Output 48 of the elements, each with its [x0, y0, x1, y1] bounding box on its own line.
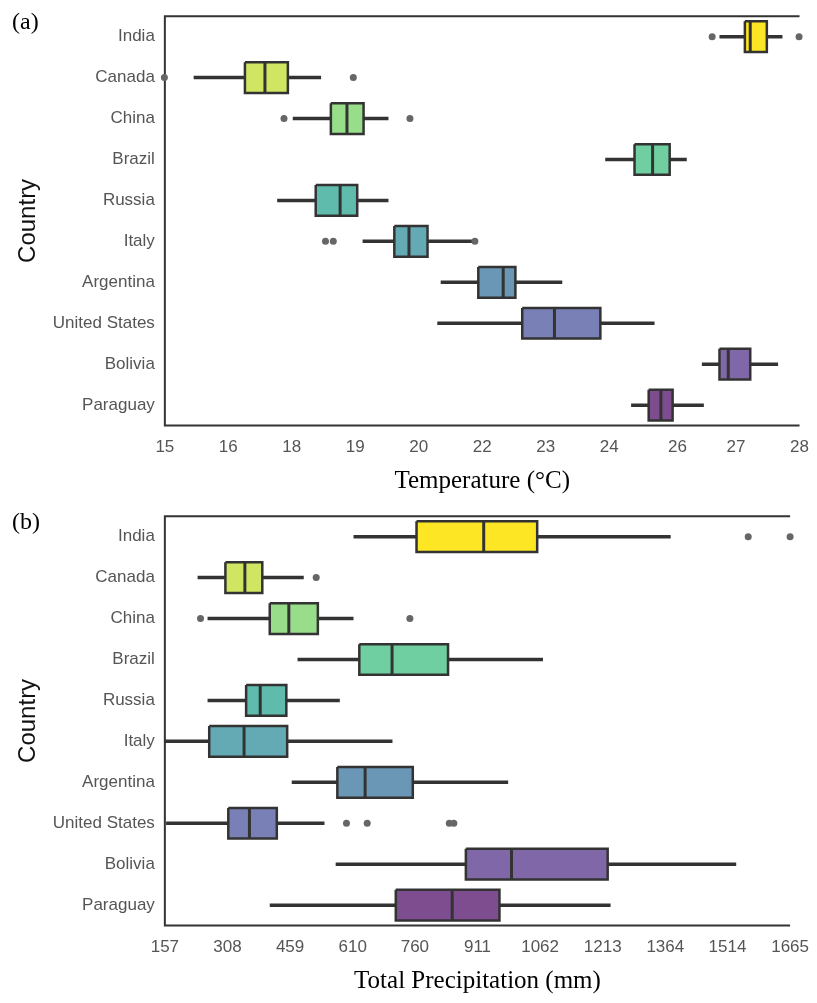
x-tick-label: 1514: [708, 937, 747, 957]
x-tick-label: 459: [275, 937, 305, 957]
x-tick-label: 28: [790, 437, 810, 457]
x-tick-label: 23: [536, 437, 556, 457]
x-tick-label: 1665: [771, 937, 809, 957]
y-tick-label: Russia: [102, 190, 156, 210]
y-tick-label: Brazil: [112, 649, 155, 669]
y-tick-label: Bolivia: [104, 853, 156, 873]
y-tick-label: Italy: [123, 231, 156, 251]
x-tick-label: 1062: [521, 937, 559, 957]
y-tick-label: India: [117, 26, 156, 46]
y-tick-label: India: [117, 526, 156, 546]
x-tick-label: 1213: [583, 937, 622, 957]
y-tick-label: Argentina: [82, 272, 156, 291]
x-tick-label: 911: [463, 937, 492, 957]
y-tick-label: Canada: [95, 67, 156, 87]
x-tick-label: 760: [400, 937, 430, 957]
y-tick-label: Italy: [123, 731, 156, 751]
x-tick-label: 157: [150, 937, 180, 957]
y-tick-label: United States: [52, 812, 155, 832]
x-tick-label: 16: [218, 437, 238, 457]
x-tick-label: 308: [213, 937, 242, 957]
y-tick-label: Paraguay: [82, 394, 156, 414]
y-tick-label: United States: [52, 312, 155, 332]
x-tick-label: 18: [282, 437, 302, 457]
x-tick-label: 19: [345, 437, 365, 457]
x-tick-label: 26: [668, 437, 687, 457]
y-tick-label: Paraguay: [82, 894, 156, 914]
y-tick-label: China: [110, 608, 156, 628]
chart-title: (b): [12, 508, 40, 535]
x-tick-label: 20: [409, 437, 429, 457]
x-tick-label: 610: [338, 937, 367, 957]
y-tick-label: Argentina: [82, 772, 156, 791]
x-tick-label: 24: [599, 437, 619, 457]
y-tick-label: Canada: [95, 567, 156, 587]
y-tick-label: China: [110, 108, 156, 128]
y-tick-label: Bolivia: [104, 353, 156, 373]
y-axis-title: Country: [13, 178, 41, 263]
x-tick-label: 15: [155, 437, 175, 457]
y-tick-label: Brazil: [112, 149, 155, 169]
x-tick-label: 22: [472, 437, 492, 457]
x-axis-title: Temperature (°C): [394, 465, 570, 494]
y-axis-title: Country: [13, 678, 41, 763]
x-axis-title: Total Precipitation (mm): [354, 965, 601, 994]
y-tick-label: Russia: [102, 690, 156, 710]
chart-title: (a): [12, 8, 39, 35]
x-tick-label: 27: [726, 437, 746, 457]
x-tick-label: 1364: [646, 937, 685, 957]
